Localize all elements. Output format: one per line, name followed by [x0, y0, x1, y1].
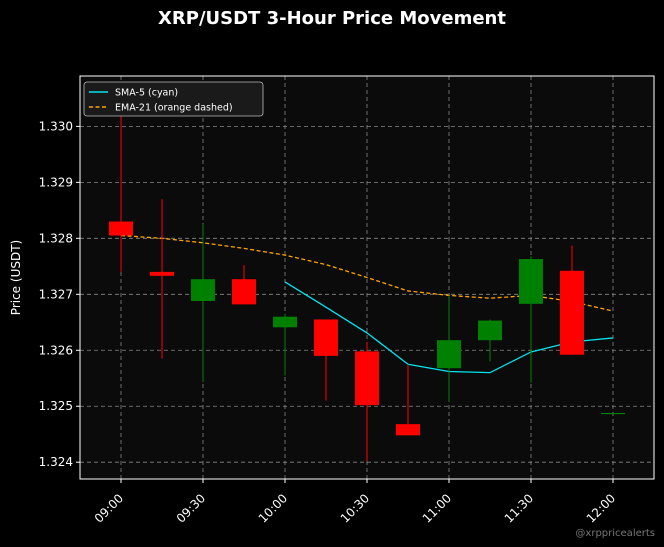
candle-body — [109, 221, 133, 236]
candle-body — [478, 320, 502, 341]
candle-body — [314, 319, 338, 356]
candles — [109, 103, 625, 462]
x-tick-label: 09:00 — [92, 491, 126, 525]
legend-box — [83, 81, 264, 117]
candle-body — [601, 412, 625, 415]
candle-body — [150, 271, 174, 276]
x-tick-label: 10:00 — [256, 491, 290, 525]
candle-body — [232, 279, 256, 305]
candle-body — [519, 259, 543, 304]
candle-body — [191, 279, 215, 302]
legend-entry: EMA-21 (orange dashed) — [115, 103, 233, 114]
watermark: @xrppricealerts — [575, 528, 655, 539]
chart-title: XRP/USDT 3-Hour Price Movement — [158, 8, 506, 29]
candle-body — [396, 424, 420, 436]
candle-body — [437, 340, 461, 369]
x-tick-label: 09:30 — [174, 491, 208, 525]
candle-body — [560, 270, 584, 355]
y-tick-label: 1.328 — [39, 231, 73, 245]
x-tick-label: 12:00 — [584, 491, 618, 525]
y-tick-label: 1.330 — [39, 119, 73, 133]
legend-entry: SMA-5 (cyan) — [115, 88, 178, 99]
x-tick-label: 10:30 — [338, 491, 372, 525]
x-tick-label: 11:30 — [502, 491, 536, 525]
y-tick-label: 1.327 — [39, 287, 73, 301]
y-tick-label: 1.329 — [39, 175, 73, 189]
candle-body — [355, 351, 379, 406]
x-tick-label: 11:00 — [420, 491, 454, 525]
y-axis-label: Price (USDT) — [9, 240, 23, 315]
y-tick-label: 1.325 — [39, 399, 73, 413]
legend: SMA-5 (cyan) EMA-21 (orange dashed) — [83, 81, 264, 117]
y-tick-label: 1.326 — [39, 343, 73, 357]
candle-body — [273, 316, 297, 328]
y-tick-label: 1.324 — [39, 455, 73, 469]
